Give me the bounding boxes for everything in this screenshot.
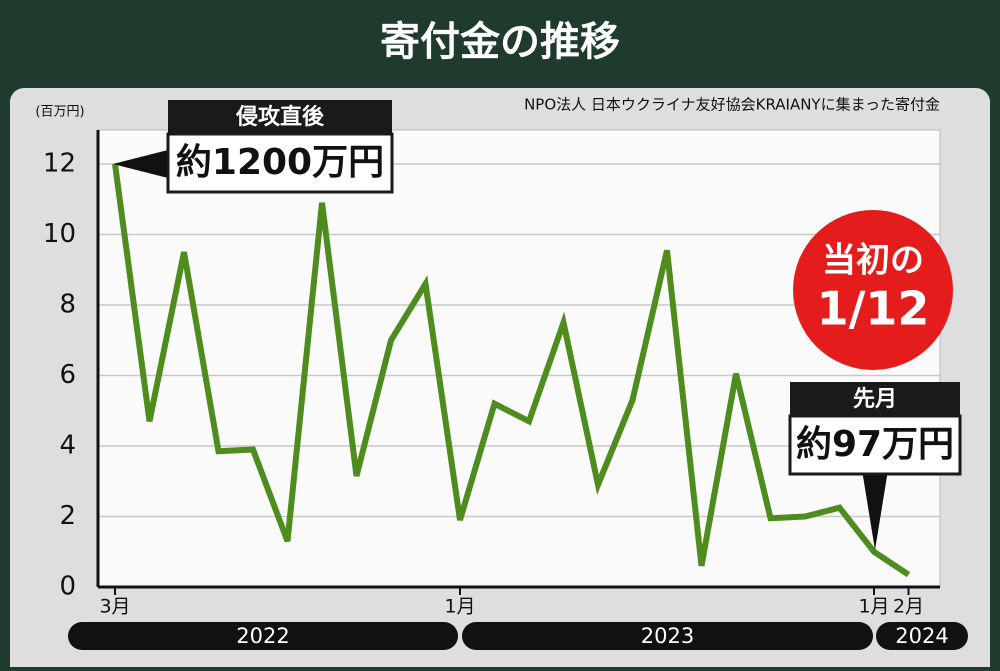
year-band bbox=[876, 622, 968, 650]
badge-text: 1/12 bbox=[817, 282, 930, 336]
y-tick-label: 0 bbox=[59, 572, 76, 602]
callout-pointer bbox=[113, 150, 168, 178]
callout-body bbox=[788, 414, 962, 476]
x-tick-label: 3月 bbox=[99, 596, 130, 618]
year-label: 2023 bbox=[641, 624, 694, 648]
plot-area bbox=[97, 129, 941, 588]
callout-pointer bbox=[862, 470, 888, 550]
callout-head bbox=[790, 382, 960, 416]
badge-text: 当初の bbox=[822, 241, 924, 281]
chart-title: 寄付金の推移 bbox=[380, 19, 620, 65]
callout-text: 約97万円 bbox=[796, 424, 954, 465]
callout-text: 約1200万円 bbox=[176, 142, 384, 183]
badge bbox=[793, 210, 953, 370]
callout-body bbox=[166, 132, 394, 194]
y-tick-label: 8 bbox=[59, 290, 76, 320]
year-band bbox=[462, 622, 873, 650]
data-line bbox=[112, 163, 911, 578]
callout-title: 侵攻直後 bbox=[235, 104, 325, 130]
year-label: 2024 bbox=[895, 624, 948, 648]
year-label: 2022 bbox=[236, 624, 289, 648]
y-axis-label: (百万円) bbox=[35, 105, 84, 120]
subtitle: NPO法人 日本ウクライナ友好協会KRAIANYに集まった寄付金 bbox=[524, 96, 940, 114]
y-tick-label: 2 bbox=[59, 501, 76, 531]
x-tick-label: 1月 bbox=[858, 596, 889, 618]
y-tick-label: 4 bbox=[59, 431, 76, 461]
y-tick-label: 12 bbox=[43, 149, 76, 179]
x-tick-label: 2月 bbox=[893, 596, 924, 618]
x-tick-label: 1月 bbox=[444, 596, 475, 618]
year-band bbox=[68, 622, 458, 650]
y-tick-label: 10 bbox=[43, 219, 76, 249]
y-tick-label: 6 bbox=[59, 360, 76, 390]
callout-head bbox=[168, 100, 392, 134]
callout-title: 先月 bbox=[853, 387, 897, 412]
